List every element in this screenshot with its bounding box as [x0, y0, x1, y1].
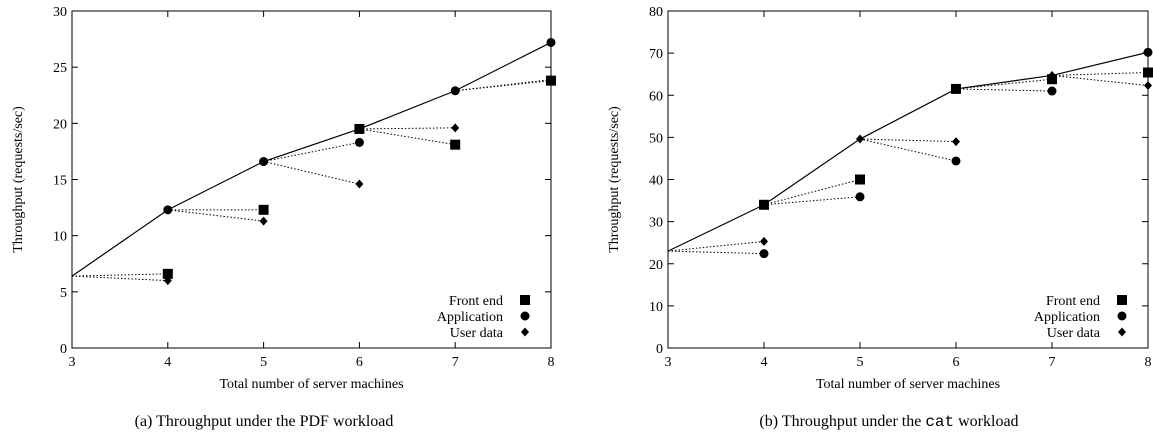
point-diamond: [952, 137, 960, 147]
point-circle: [163, 205, 173, 215]
chart-cat-workload: 0 10 20 30 40 50 60 70 80 3 4 5 6 7 8 Total number of s…: [607, 5, 1153, 431]
legend-label: User data: [450, 326, 504, 341]
x-tick-label: 6: [953, 355, 960, 370]
dotted-link: [763, 179, 861, 206]
point-diamond: [547, 75, 555, 85]
dotted-link: [359, 127, 456, 130]
legend-marker-circle: [520, 311, 530, 321]
point-circle: [354, 137, 364, 147]
dotted-link: [859, 138, 957, 162]
point-circle: [546, 37, 556, 47]
legend-label: Front end: [449, 294, 503, 309]
point-square: [951, 83, 961, 94]
legend-marker-square: [1117, 295, 1127, 305]
x-tick-label: 3: [665, 355, 672, 370]
dotted-link: [667, 240, 765, 252]
point-circle: [759, 249, 769, 259]
dotted-link: [263, 161, 360, 185]
x-tick-label: 5: [857, 355, 864, 370]
y-tick-label: 10: [649, 300, 663, 315]
y-tick-label: 5: [60, 286, 67, 301]
point-diamond: [856, 134, 864, 144]
point-diamond: [451, 123, 460, 133]
legend-label: Application: [437, 310, 503, 325]
point-square: [450, 139, 461, 150]
y-tick-label: 80: [649, 5, 663, 20]
y-tick-label: 30: [649, 216, 663, 231]
figure-caption: (a) Throughput under the PDF workload: [135, 413, 394, 430]
point-square: [162, 268, 173, 279]
point-diamond: [1144, 81, 1152, 91]
point-square: [354, 123, 365, 134]
x-tick-label: 3: [69, 355, 76, 370]
x-tick-label: 5: [260, 355, 267, 370]
legend-marker-circle: [1117, 311, 1127, 321]
y-tick-label: 60: [649, 89, 663, 104]
legend-label: Front end: [1046, 294, 1100, 309]
dotted-link: [455, 79, 552, 92]
y-tick-label: 70: [649, 47, 663, 62]
y-tick-label: 30: [53, 5, 67, 20]
legend-marker-diamond: [521, 327, 529, 337]
point-circle: [259, 157, 269, 167]
legend-label: Application: [1034, 310, 1100, 325]
point-diamond: [355, 179, 364, 189]
y-tick-label: 50: [649, 131, 663, 146]
y-tick-label: 10: [53, 230, 67, 245]
point-diamond: [1048, 70, 1056, 80]
main-throughput-line: [667, 51, 1149, 252]
dotted-link: [71, 273, 168, 277]
main-throughput-line: [71, 41, 552, 277]
point-circle: [450, 86, 460, 96]
y-axis-label: Throughput (requests/sec): [607, 106, 622, 253]
dotted-link: [1051, 74, 1149, 87]
x-tick-label: 4: [761, 355, 768, 370]
x-tick-label: 4: [164, 355, 171, 370]
point-square: [258, 204, 269, 215]
y-tick-label: 15: [53, 174, 67, 189]
point-square: [759, 199, 769, 210]
point-circle: [855, 192, 865, 202]
x-tick-label: 7: [1049, 355, 1056, 370]
legend-marker-diamond: [1118, 327, 1126, 337]
y-tick-label: 20: [53, 117, 67, 132]
x-axis-label: Total number of server machines: [219, 377, 403, 392]
y-tick-label: 25: [53, 61, 67, 76]
y-tick-label: 20: [649, 258, 663, 273]
legend-label: User data: [1047, 326, 1101, 341]
figure-caption: (b) Throughput under the cat workload: [759, 413, 1018, 431]
dotted-link: [71, 275, 168, 282]
y-tick-label: 0: [60, 342, 67, 357]
y-axis-label: Throughput (requests/sec): [11, 106, 26, 253]
point-diamond: [760, 236, 768, 246]
x-axis-label: Total number of server machines: [816, 377, 1000, 392]
dotted-link: [667, 250, 765, 255]
point-diamond: [259, 216, 268, 226]
point-circle: [1143, 47, 1153, 57]
y-tick-label: 40: [649, 174, 663, 189]
dotted-link: [263, 141, 360, 163]
point-circle: [1047, 86, 1057, 96]
x-tick-label: 8: [1145, 355, 1152, 370]
dotted-link: [859, 138, 957, 143]
point-circle: [951, 156, 961, 166]
point-diamond: [163, 276, 172, 286]
dotted-link: [1051, 72, 1149, 76]
legend-marker-square: [520, 295, 530, 305]
x-tick-label: 8: [548, 355, 555, 370]
dotted-link: [167, 209, 264, 222]
point-square: [855, 174, 865, 185]
x-tick-label: 7: [452, 355, 459, 370]
dotted-link: [359, 128, 456, 146]
chart-pdf-workload: 0 5 10 15 20 25 30 3 4 5 6 7 8 Total number of server…: [11, 5, 556, 430]
y-tick-label: 0: [656, 342, 663, 357]
point-square: [1143, 67, 1153, 78]
x-tick-label: 6: [356, 355, 363, 370]
dotted-link: [955, 88, 1053, 92]
